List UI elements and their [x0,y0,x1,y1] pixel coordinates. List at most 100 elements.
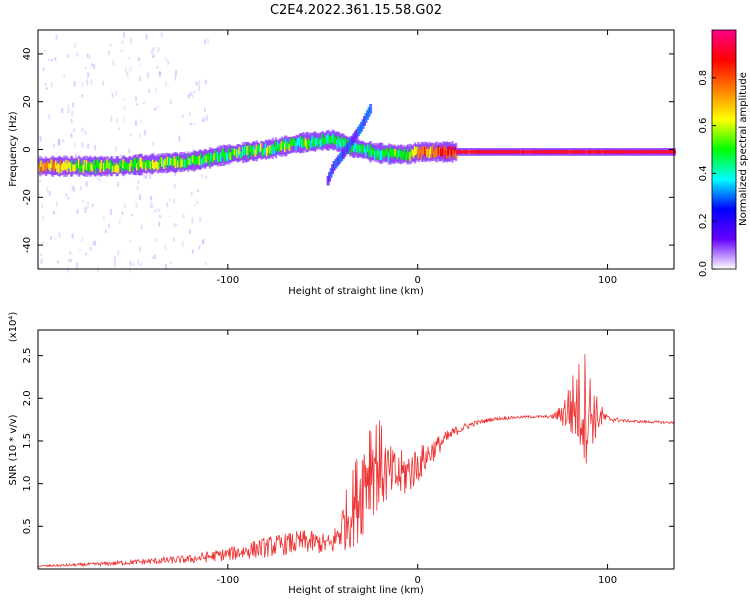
heatmap-speckle [123,116,126,122]
heatmap-speckle [191,93,194,98]
heatmap-cell [474,150,477,153]
heatmap-speckle [137,180,140,184]
heatmap-cell [531,150,534,153]
spectrogram-ytick-label: 40 [22,48,33,61]
heatmap-speckle [39,179,41,183]
heatmap-cell [512,150,515,153]
heatmap-cell [641,150,644,153]
heatmap-speckle [39,136,42,142]
heatmap-speckle [157,208,160,212]
heatmap-cell [356,144,360,154]
heatmap-speckle [152,47,155,51]
heatmap-speckle [67,103,70,110]
heatmap-speckle [188,112,191,116]
heatmap-speckle [87,72,90,78]
heatmap-speckle [63,75,66,78]
heatmap-speckle [50,58,53,62]
heatmap-cell [628,150,631,153]
heatmap-speckle [71,110,74,116]
heatmap-speckle [43,50,46,53]
heatmap-cell [457,150,460,153]
heatmap-speckle [67,109,70,114]
heatmap-speckle [178,135,181,142]
heatmap-cell [563,150,566,153]
heatmap-speckle [172,237,175,242]
heatmap-speckle [129,66,132,72]
heatmap-speckle [126,71,129,77]
heatmap-cell [472,150,475,153]
heatmap-speckle [204,107,206,112]
heatmap-speckle [67,54,70,58]
heatmap-speckle [115,118,118,124]
heatmap-cell [565,150,568,153]
heatmap-speckle [191,249,194,254]
heatmap-speckle [198,245,201,250]
heatmap-cell [609,150,612,153]
heatmap-speckle [147,72,149,79]
heatmap-speckle [71,233,74,239]
heatmap-cell [579,150,582,153]
heatmap-cell [662,150,665,153]
heatmap-speckle [204,79,207,85]
heatmap-cell [385,147,388,156]
heatmap-speckle [197,80,200,86]
heatmap-cell [630,150,633,153]
heatmap-cell [446,146,450,156]
heatmap-cell [598,150,601,153]
heatmap-speckle [96,176,99,180]
heatmap-speckle [57,142,60,146]
heatmap-speckle [72,186,75,192]
snr-xtick-label: -100 [216,575,239,586]
heatmap-speckle [131,214,134,217]
heatmap-speckle [182,214,185,218]
heatmap-speckle [166,202,169,207]
heatmap-cell [344,138,347,147]
heatmap-speckle [102,81,104,86]
snr-xtick-label: 100 [598,575,617,586]
heatmap-cell [213,153,216,161]
heatmap-speckle [169,261,172,265]
heatmap-cell [539,150,542,153]
spectrogram-ytick-label: -20 [22,189,33,205]
heatmap-speckle [40,258,43,264]
heatmap-speckle [87,143,90,149]
heatmap-speckle [175,69,178,75]
heatmap-speckle [196,200,199,204]
heatmap-speckle [76,51,79,57]
heatmap-speckle [160,32,163,38]
heatmap-speckle [134,96,137,101]
heatmap-cell [476,150,479,153]
heatmap-cell [577,150,580,153]
heatmap-cell [600,150,602,153]
heatmap-cell [674,150,676,153]
heatmap-speckle [114,146,117,152]
heatmap-cell [469,150,471,153]
heatmap-speckle [117,250,120,257]
heatmap-speckle [84,207,87,214]
heatmap-cell [670,150,673,153]
heatmap-speckle [189,122,192,126]
heatmap-speckle [157,47,160,53]
heatmap-speckle [42,215,45,220]
heatmap-cell [615,150,618,153]
heatmap-speckle [81,94,84,98]
heatmap-speckle [123,32,125,38]
heatmap-cell [482,150,485,153]
heatmap-speckle [46,187,49,193]
heatmap-cell [632,150,635,153]
spectrogram-xtick-label: 0 [415,275,421,286]
heatmap-speckle [138,133,141,138]
heatmap-speckle [192,123,195,126]
heatmap-cell [548,150,551,153]
heatmap-speckle [173,223,176,228]
heatmap-speckle [70,118,73,123]
heatmap-cell [550,150,553,153]
heatmap-cell [491,150,494,153]
heatmap-cell [97,159,100,168]
heatmap-speckle [192,147,195,151]
snr-ylabel: SNR (10 * v/v) [8,414,19,485]
heatmap-speckle [94,144,97,151]
colorbar-tick-label: 0.6 [698,118,709,134]
heatmap-speckle [76,262,79,269]
heatmap-speckle [113,261,116,268]
